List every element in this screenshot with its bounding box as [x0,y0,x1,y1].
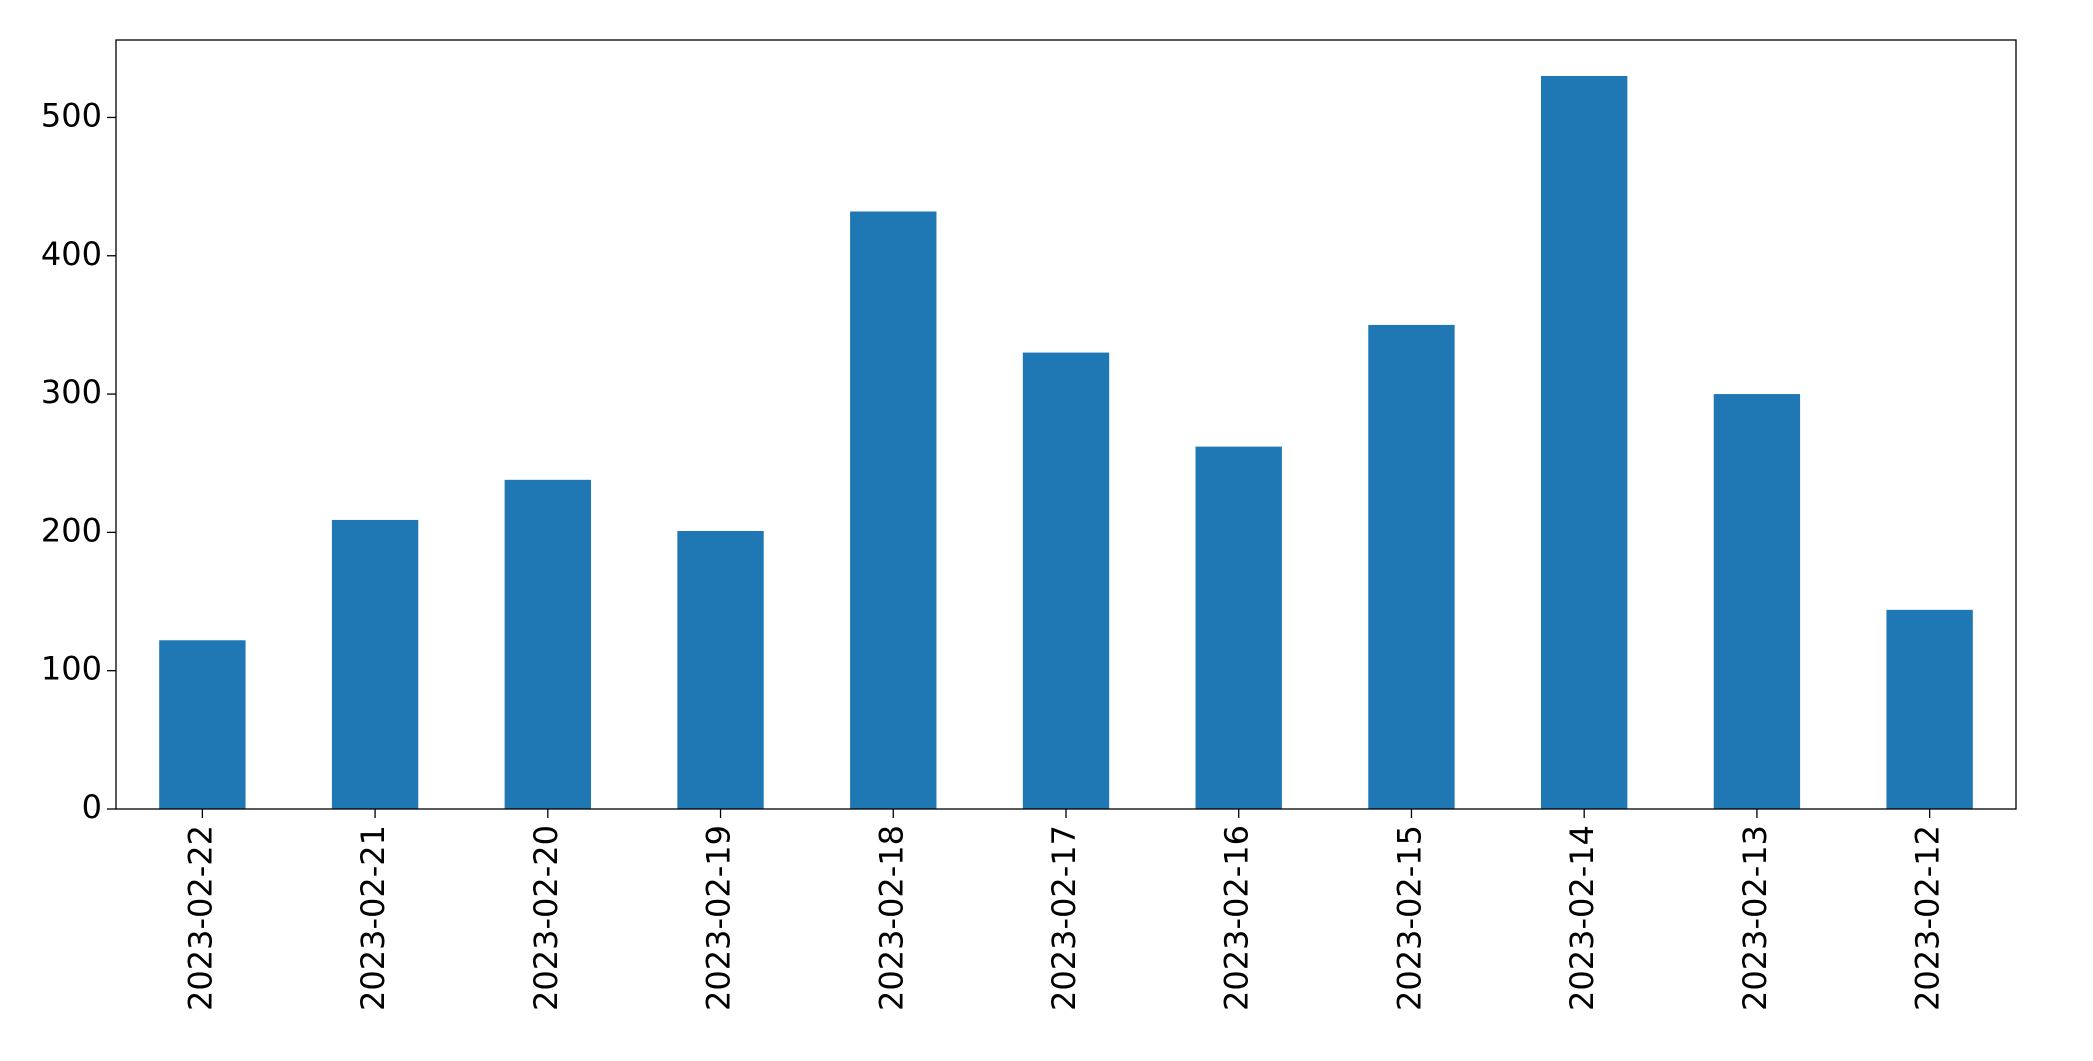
bar [1541,75,1628,809]
bar [677,530,764,809]
bar [850,211,937,809]
x-tick-label: 2023-02-14 [1563,825,1601,1011]
x-tick-label: 2023-02-19 [700,825,738,1011]
x-tick-label: 2023-02-22 [181,825,219,1011]
x-tick-label: 2023-02-13 [1736,825,1774,1011]
bar [159,640,246,809]
x-tick-label: 2023-02-18 [872,825,910,1011]
bar [1368,324,1455,809]
x-tick-label: 2023-02-12 [1909,825,1947,1011]
y-tick-label: 500 [41,96,102,134]
bar [1886,609,1973,809]
y-tick-label: 0 [82,788,102,826]
bar [504,479,591,809]
x-tick-label: 2023-02-17 [1045,825,1083,1011]
x-tick-label: 2023-02-21 [354,825,392,1011]
y-tick-label: 400 [41,235,102,273]
plot-frame [115,39,2017,810]
bar [1195,446,1282,809]
x-tick-label: 2023-02-15 [1390,825,1428,1011]
bar [331,519,419,809]
x-tick-label: 2023-02-20 [527,825,565,1011]
x-tick-label: 2023-02-16 [1218,825,1256,1011]
y-tick-label: 300 [41,373,102,411]
bar [1713,394,1801,809]
y-tick-label: 100 [41,650,102,688]
bar [1022,352,1110,809]
y-tick-label: 200 [41,511,102,549]
